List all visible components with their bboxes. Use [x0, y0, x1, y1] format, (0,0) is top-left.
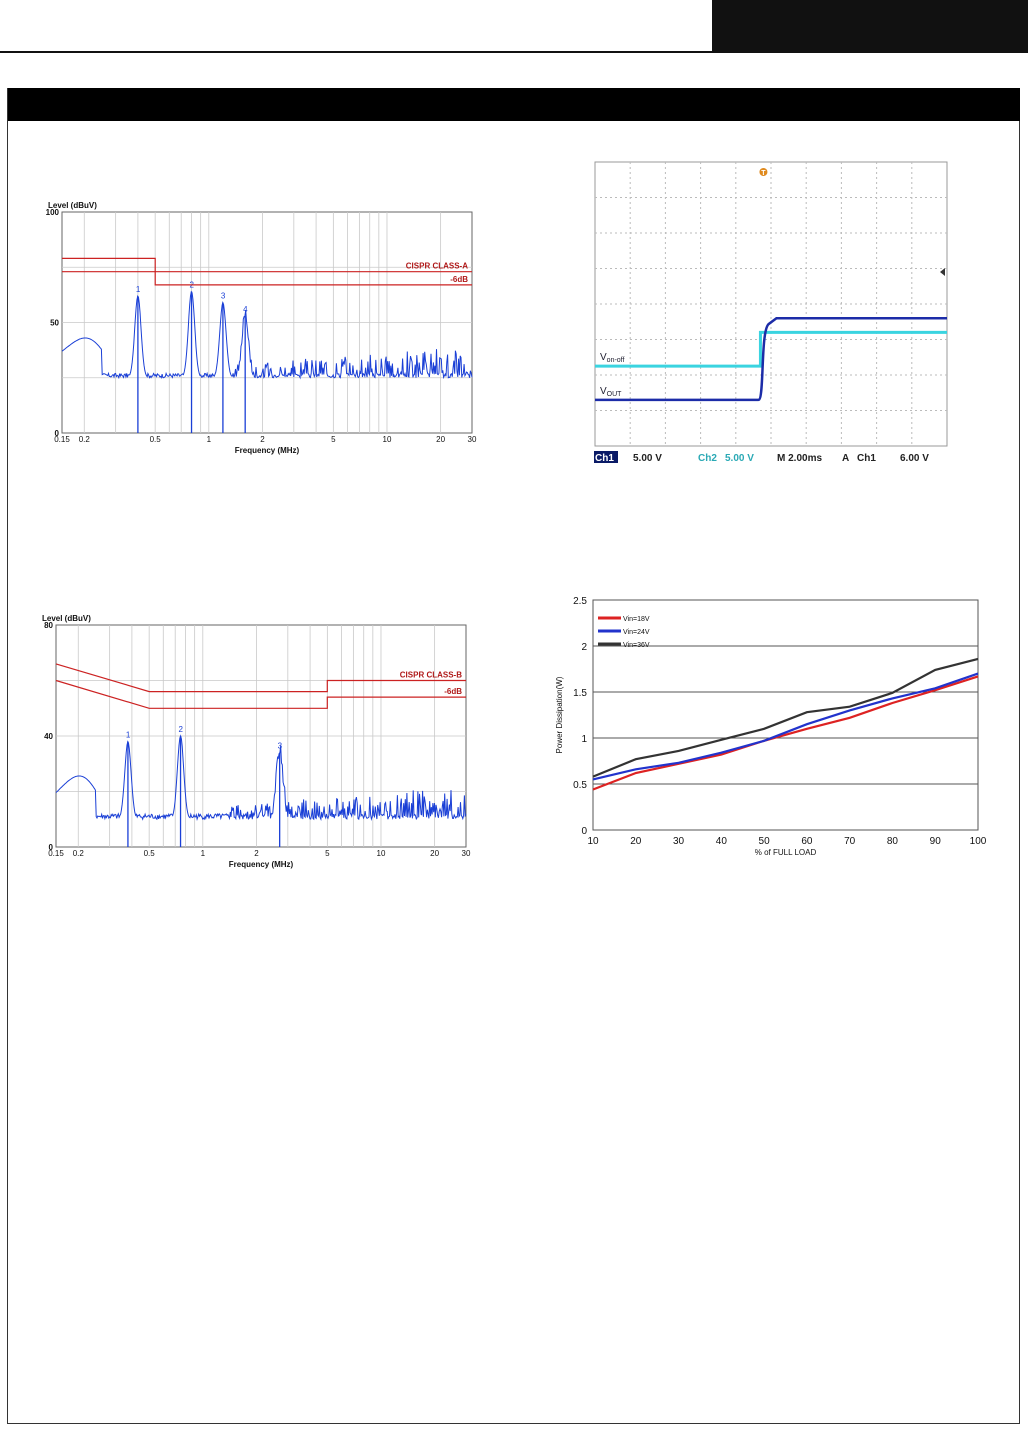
x-tick-label: 30	[462, 849, 471, 858]
x-tick-label: 0.5	[150, 435, 162, 444]
vonoff-trace	[595, 330, 947, 368]
y-tick-label: 40	[44, 732, 53, 741]
trace-label-sub: on-off	[607, 357, 625, 364]
x-axis-title: Frequency (MHz)	[229, 860, 294, 869]
y-tick-label: 0	[49, 843, 54, 852]
x-tick-label: 60	[801, 836, 813, 847]
x-tick-label: 80	[887, 836, 899, 847]
y-tick-label: 0	[581, 826, 587, 837]
legend-label: Vin=18V	[623, 616, 650, 623]
legend-label: Vin=24V	[623, 629, 650, 636]
section-title-bar	[8, 88, 1020, 121]
peak-label: 3	[278, 742, 283, 751]
limit-line-label: -6dB	[444, 687, 462, 696]
x-tick-label: 40	[716, 836, 728, 847]
scope-readout-item: 5.00 V	[725, 453, 754, 464]
x-tick-label: 50	[759, 836, 771, 847]
limit-line	[62, 257, 472, 273]
trace-label-sub: OUT	[607, 391, 623, 398]
spectrum-trace	[61, 290, 473, 380]
x-tick-label: 20	[436, 435, 445, 444]
y-tick-label: 2	[581, 642, 587, 653]
peak-label: 4	[243, 305, 248, 314]
scope-readout-item: Ch1	[595, 453, 614, 464]
header-tab-block	[712, 0, 1028, 52]
trigger-level-arrow-icon	[940, 268, 945, 277]
trace-label-main: V	[600, 352, 607, 363]
series-line	[592, 675, 979, 791]
peak-label: 1	[126, 731, 131, 740]
y-tick-label: 100	[46, 208, 60, 217]
scope-readout-item: Ch1	[857, 453, 876, 464]
plot-area	[592, 599, 979, 831]
limit-line	[55, 663, 466, 693]
x-tick-label: 2	[260, 435, 265, 444]
x-tick-label: 0.15	[48, 849, 64, 858]
x-tick-label: 0.2	[79, 435, 91, 444]
legend-label: Vin=36V	[623, 642, 650, 649]
x-tick-label: 90	[930, 836, 942, 847]
x-tick-label: 0.2	[73, 849, 85, 858]
x-axis-title: Frequency (MHz)	[235, 446, 300, 455]
peak-label: 3	[221, 292, 226, 301]
x-tick-label: 5	[331, 435, 336, 444]
x-tick-label: 10	[587, 836, 599, 847]
x-tick-label: 70	[844, 836, 856, 847]
trace-label-main: V	[600, 386, 607, 397]
scope-readout-bar	[595, 450, 947, 464]
x-tick-label: 1	[207, 435, 212, 444]
x-tick-label: 20	[630, 836, 642, 847]
trace-label: Von-off	[600, 352, 625, 364]
limit-line	[55, 679, 466, 709]
x-tick-label: 1	[201, 849, 206, 858]
x-axis-title: % of FULL LOAD	[755, 848, 817, 857]
limit-line-label: CISPR CLASS-A	[406, 262, 468, 271]
trace-label: VOUT	[600, 386, 622, 398]
y-axis-title: Power Dissipation(W)	[555, 676, 564, 753]
y-tick-label: 0.5	[573, 780, 587, 791]
x-tick-label: 20	[430, 849, 439, 858]
scope-readout-item: 5.00 V	[633, 453, 662, 464]
power-dissipation-chart: 0 0.5 1 1.5 2 2.5 10 20 30 40 50 60 70 80 90 100 Vin=18V…	[555, 596, 987, 857]
y-tick-label: 2.5	[573, 596, 587, 607]
y-tick-label: 1	[581, 734, 587, 745]
x-tick-label: 30	[673, 836, 685, 847]
series-line	[592, 672, 979, 781]
y-tick-label: 50	[50, 319, 59, 328]
x-tick-label: 0.15	[54, 435, 70, 444]
trigger-marker-icon	[759, 168, 768, 176]
readout-highlight	[594, 451, 618, 463]
peak-label: 2	[179, 725, 184, 734]
y-tick-label: 1.5	[573, 688, 587, 699]
scope-readout-item: 6.00 V	[900, 453, 929, 464]
x-tick-label: 5	[325, 849, 330, 858]
y-axis-title: Level (dBuV)	[42, 614, 91, 623]
scope-readout-item: A	[842, 453, 849, 464]
vout-trace	[595, 316, 947, 402]
x-tick-label: 10	[377, 849, 386, 858]
y-tick-label: 80	[44, 621, 53, 630]
x-tick-label: 30	[468, 435, 477, 444]
limit-line-label: -6dB	[450, 275, 468, 284]
x-tick-label: 2	[254, 849, 259, 858]
y-axis-title: Level (dBuV)	[48, 201, 97, 210]
limit-line	[62, 271, 472, 286]
peak-label: 1	[136, 285, 141, 294]
conducted-emission-chart-b: 1 2 3 CISPR CLASS-B -6dB 0.15 0.2 0.5 1 2 5 10 20 30 0…	[42, 614, 471, 869]
x-tick-label: 100	[970, 836, 987, 847]
series-line	[592, 657, 979, 778]
scope-readout-item: Ch2	[698, 453, 717, 464]
scope-readout-item: M 2.00ms	[777, 453, 822, 464]
x-tick-label: 10	[383, 435, 392, 444]
y-tick-label: 0	[55, 429, 60, 438]
spectrum-trace	[55, 734, 467, 822]
limit-line-label: CISPR CLASS-B	[400, 671, 462, 680]
header-rule	[0, 51, 1028, 53]
trigger-marker-label: T	[761, 170, 766, 177]
x-tick-label: 0.5	[144, 849, 156, 858]
